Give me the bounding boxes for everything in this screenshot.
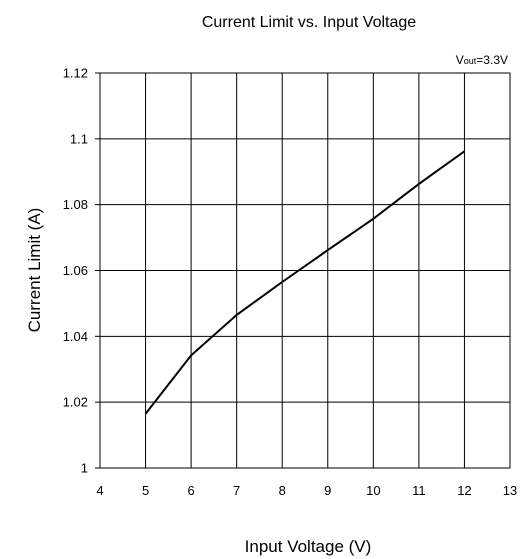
x-tick-label: 12 [457, 483, 471, 498]
x-tick-label: 10 [366, 483, 380, 498]
chart-title: Current Limit vs. Input Voltage [202, 14, 416, 31]
annotation-sub: out [464, 56, 477, 66]
x-tick-label: 11 [412, 483, 426, 498]
x-tick-label: 9 [324, 483, 331, 498]
x-tick-label: 6 [187, 483, 194, 498]
x-axis-title: Input Voltage (V) [245, 537, 372, 556]
x-axis: 4 5 6 7 8 9 10 11 12 13 [96, 483, 517, 498]
x-tick-label: 7 [233, 483, 240, 498]
annotation-rest: =3.3V [476, 53, 508, 67]
x-tick-label: 5 [142, 483, 149, 498]
annotation-v: V [456, 53, 464, 67]
vout-annotation: Vout=3.3V [456, 53, 508, 67]
y-tick-label: 1.12 [63, 66, 88, 81]
y-axis-title: Current Limit (A) [25, 208, 44, 333]
x-tick-label: 4 [96, 483, 103, 498]
y-tick-label: 1.06 [63, 263, 88, 278]
y-tick-label: 1.04 [63, 329, 88, 344]
x-tick-label: 13 [503, 483, 517, 498]
y-tick-label: 1 [81, 461, 88, 476]
y-tick-label: 1.02 [63, 395, 88, 410]
grid [99, 72, 511, 469]
x-tick-label: 8 [279, 483, 286, 498]
series-line [144, 150, 465, 415]
y-axis: 1 1.02 1.04 1.06 1.08 1.1 1.12 [63, 66, 100, 476]
y-tick-label: 1.08 [63, 197, 88, 212]
y-tick-label: 1.1 [70, 131, 88, 146]
